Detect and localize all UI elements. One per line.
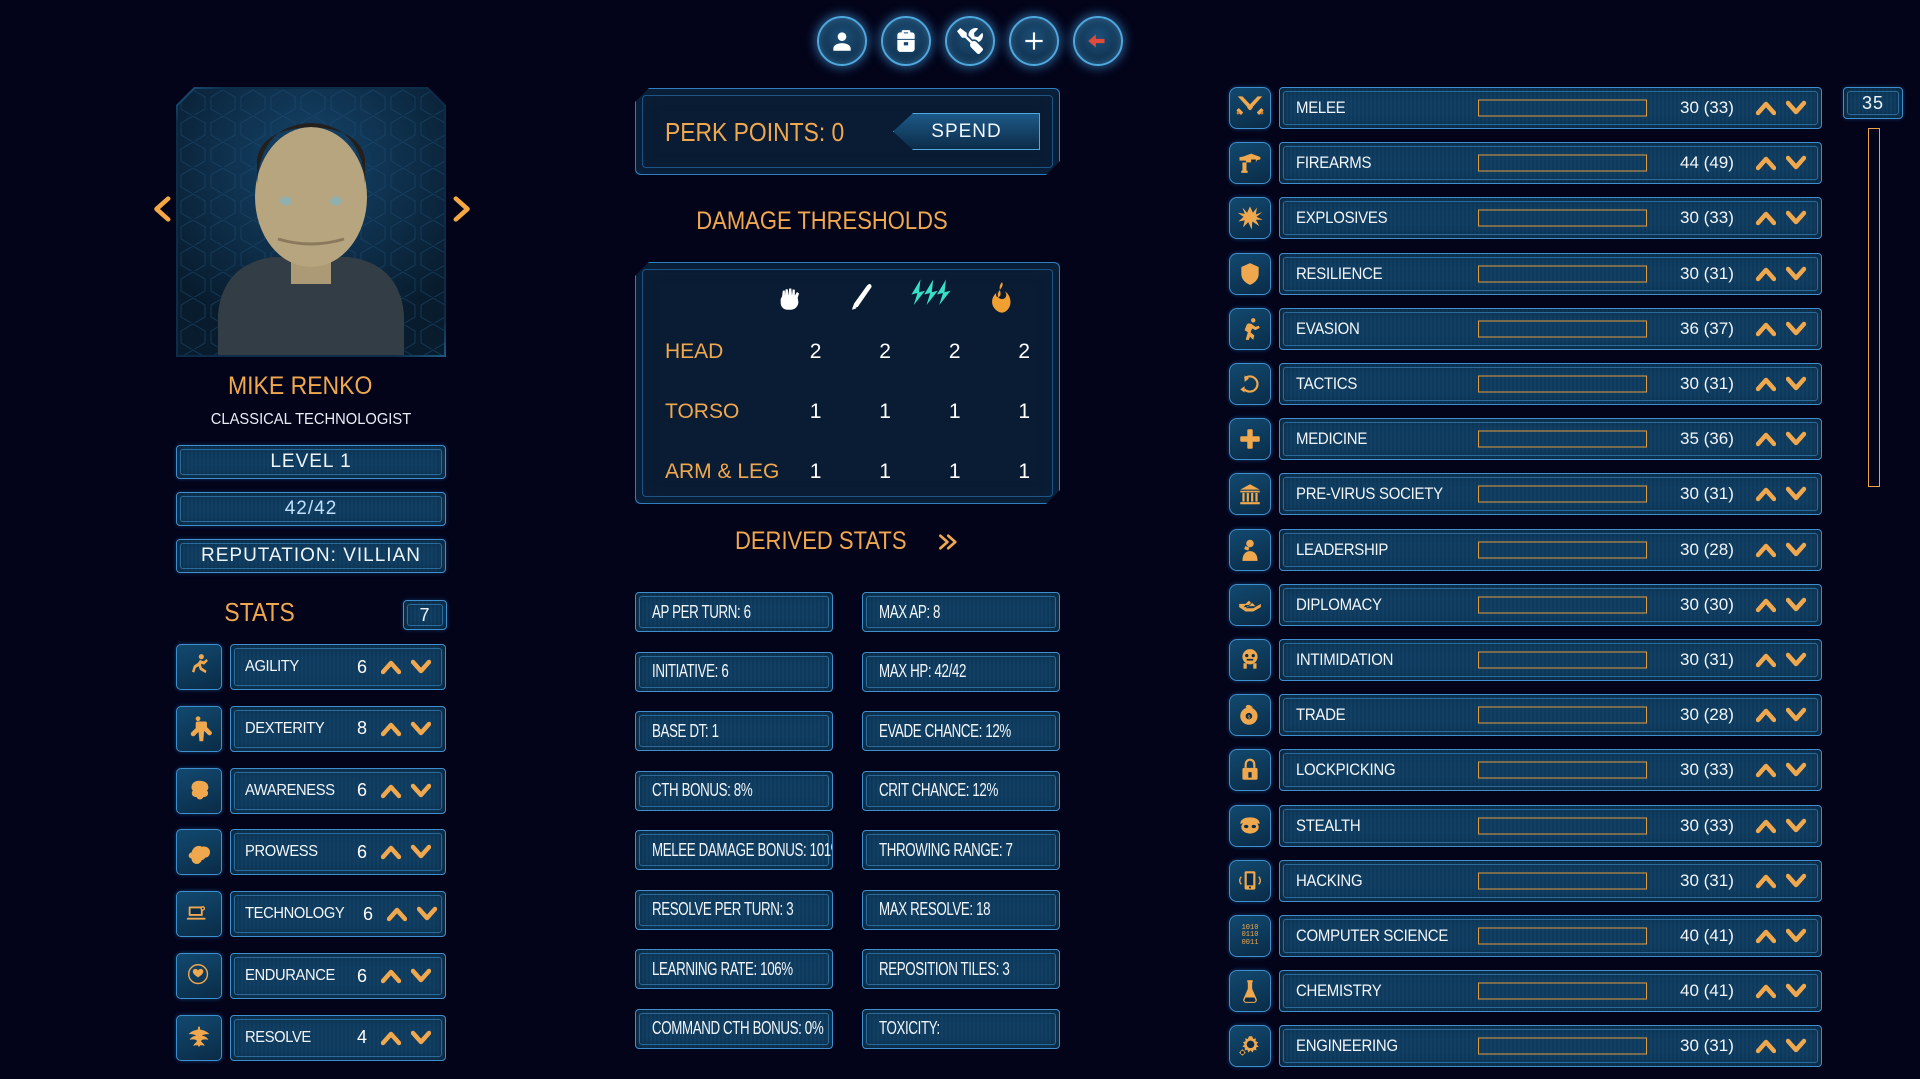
svg-text:$: $	[1248, 714, 1251, 720]
